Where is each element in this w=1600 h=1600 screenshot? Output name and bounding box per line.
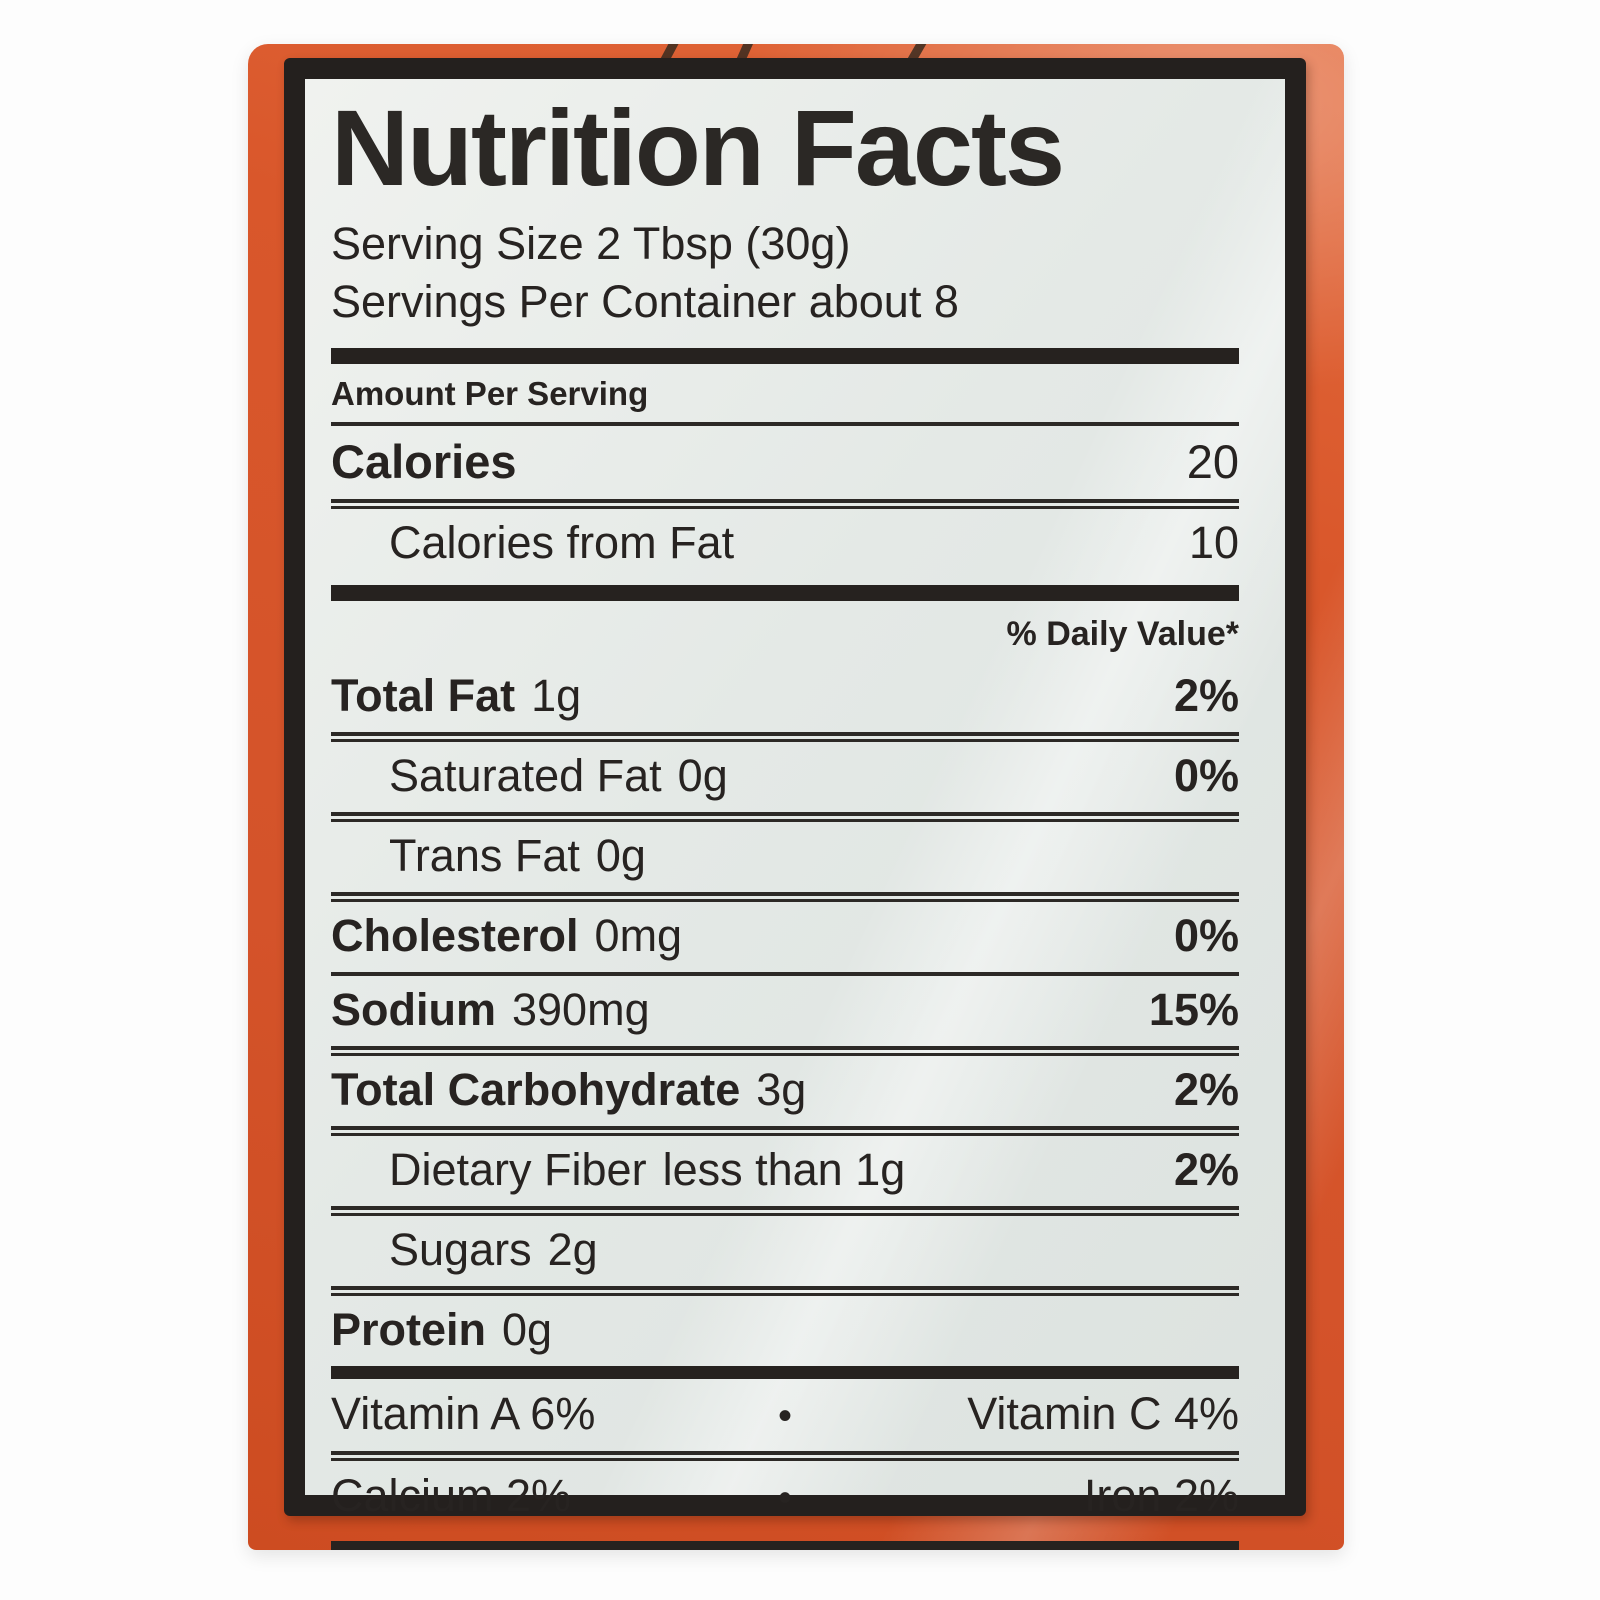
daily-value-header: % Daily Value* (1006, 615, 1239, 654)
micronutrient-row-minerals: Calcium 2% • Iron 2% (331, 1461, 1239, 1533)
divider-double (331, 1286, 1239, 1297)
vitamin-a-value: Vitamin A 6% (331, 1388, 596, 1440)
bullet-separator: • (777, 1476, 792, 1521)
divider-thick (331, 1366, 1239, 1380)
vitamin-c-value: Vitamin C 4% (967, 1388, 1239, 1440)
nutrient-row-saturated-fat: Saturated Fat 0g 0% (389, 750, 1239, 802)
nutrient-row-total-fat: Total Fat 1g 2% (331, 670, 1239, 722)
divider-double (331, 812, 1239, 823)
divider-double (331, 1126, 1239, 1137)
servings-per-container: Servings Per Container about 8 (331, 275, 959, 327)
calcium-value: Calcium 2% (331, 1470, 572, 1522)
divider-thin (331, 422, 1239, 427)
divider-double (331, 1206, 1239, 1217)
micronutrient-row-vitamins: Vitamin A 6% • Vitamin C 4% (331, 1379, 1239, 1451)
divider-double (331, 499, 1239, 510)
nutrient-row-sugars: Sugars 2g (389, 1224, 598, 1276)
calories-from-fat-value: 10 (1188, 517, 1239, 569)
calories-row: Calories 20 (331, 426, 1239, 499)
divider-thick (331, 585, 1239, 602)
product-package: Nutrition Facts Serving Size 2 Tbsp (30g… (248, 44, 1344, 1550)
nutrition-facts-label-background: Nutrition Facts Serving Size 2 Tbsp (30g… (305, 79, 1285, 1550)
calories-label: Calories (331, 435, 517, 489)
divider-double (331, 1046, 1239, 1057)
nutrition-facts-title: Nutrition Facts (331, 87, 1065, 208)
divider-double (331, 1451, 1239, 1462)
nutrient-row-trans-fat: Trans Fat 0g (389, 830, 646, 882)
divider-double (331, 892, 1239, 903)
calories-from-fat-label: Calories from Fat (389, 517, 735, 569)
divider-thin (331, 972, 1239, 977)
calories-value: 20 (1186, 435, 1239, 489)
nutrition-facts-panel: Nutrition Facts Serving Size 2 Tbsp (30g… (284, 58, 1306, 1550)
nutrient-row-cholesterol: Cholesterol 0mg 0% (331, 910, 1239, 962)
amount-per-serving-heading: Amount Per Serving (331, 375, 649, 413)
divider-thick (331, 348, 1239, 365)
divider-thick (331, 1541, 1239, 1550)
nutrient-row-dietary-fiber: Dietary Fiber less than 1g 2% (389, 1144, 1239, 1196)
divider-double (331, 732, 1239, 743)
calories-from-fat-row: Calories from Fat 10 (331, 509, 1239, 579)
iron-value: Iron 2% (1083, 1470, 1239, 1522)
nutrient-row-protein: Protein 0g (331, 1304, 553, 1356)
nutrient-row-total-carbohydrate: Total Carbohydrate 3g 2% (331, 1064, 1239, 1116)
bullet-separator: • (777, 1394, 792, 1439)
serving-size: Serving Size 2 Tbsp (30g) (331, 218, 851, 270)
nutrient-row-sodium: Sodium 390mg 15% (331, 984, 1239, 1036)
